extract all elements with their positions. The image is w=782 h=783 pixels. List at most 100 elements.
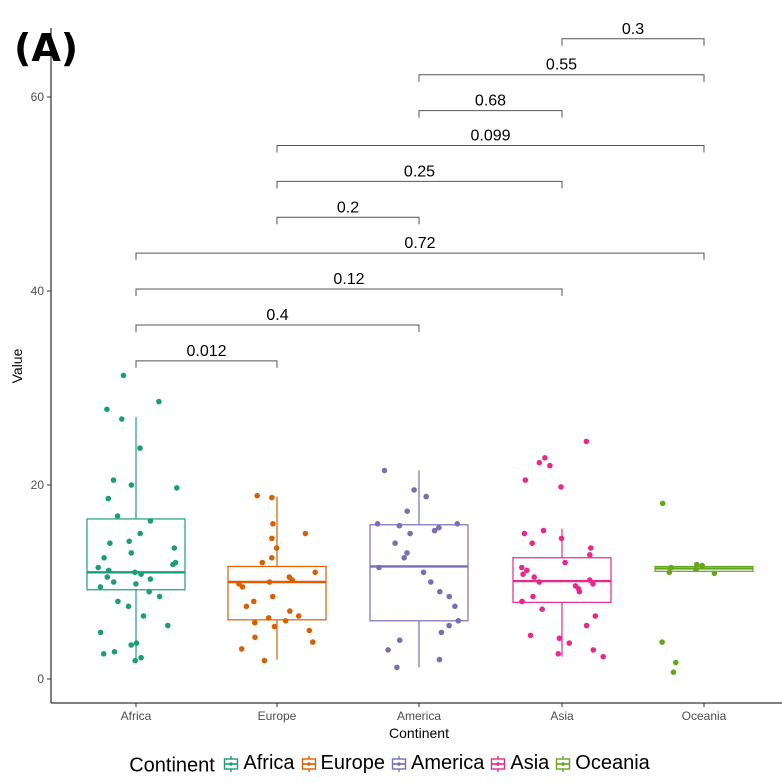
data-point <box>126 538 132 545</box>
data-point <box>147 576 154 582</box>
data-point <box>111 649 118 655</box>
data-point <box>590 581 596 587</box>
p-value-label: 0.72 <box>404 235 435 252</box>
legend: Continent Africa Europe America Asia Oceania <box>0 752 782 778</box>
data-point <box>128 642 134 648</box>
data-point <box>521 530 528 537</box>
data-point <box>694 561 700 568</box>
data-point <box>252 619 258 626</box>
data-point <box>376 564 382 571</box>
y-axis-title: Value <box>9 348 25 383</box>
data-point <box>137 445 143 451</box>
data-point <box>420 569 427 576</box>
data-point <box>110 579 117 585</box>
data-point <box>286 574 293 580</box>
data-point <box>259 559 266 566</box>
jitter-points <box>95 372 718 675</box>
data-point <box>547 462 553 469</box>
legend-key-icon <box>556 755 571 772</box>
data-point <box>273 545 280 551</box>
data-point <box>125 603 132 610</box>
data-point <box>282 618 289 624</box>
data-point <box>251 598 257 605</box>
y-ticks: 0 20 40 60 <box>31 90 51 686</box>
data-point <box>558 484 564 490</box>
data-point <box>536 459 543 466</box>
data-point <box>104 574 111 580</box>
data-point <box>590 647 597 653</box>
data-point <box>174 485 180 491</box>
comparison-bracket <box>135 324 420 332</box>
data-point <box>404 508 411 514</box>
data-point <box>137 530 143 537</box>
data-point <box>436 524 442 531</box>
legend-item-africa: Africa <box>223 752 295 775</box>
data-point <box>132 657 138 664</box>
data-point <box>394 664 400 671</box>
comparison-brackets: 0.012 0.4 0.12 0.72 0.2 0.25 0.099 0.68 0.55 0.3 <box>135 21 705 368</box>
legend-title: Continent <box>129 754 215 777</box>
data-point <box>437 588 443 595</box>
legend-item-america: America <box>391 752 484 775</box>
data-point <box>306 627 313 634</box>
data-point <box>668 564 674 571</box>
data-point <box>269 494 275 501</box>
box-africa <box>86 518 186 591</box>
x-axis-title: Continent <box>389 725 449 741</box>
x-ticks: Africa Europe America Asia Oceania <box>121 703 727 723</box>
legend-label: Europe <box>320 752 386 774</box>
panel-label: (A) <box>14 26 79 70</box>
data-point <box>670 669 677 675</box>
data-point <box>106 567 112 574</box>
data-point <box>396 637 403 643</box>
data-point <box>128 482 135 488</box>
data-point <box>119 416 125 422</box>
data-point <box>147 518 154 524</box>
p-value-label: 0.3 <box>622 21 644 38</box>
data-point <box>238 646 245 652</box>
data-point <box>140 613 147 619</box>
legend-label: America <box>411 752 485 774</box>
data-point <box>138 571 144 577</box>
data-point <box>540 527 547 534</box>
comparison-bracket <box>418 110 563 118</box>
data-point <box>310 639 316 645</box>
data-point <box>104 406 110 413</box>
box-europe <box>227 565 327 621</box>
data-point <box>555 651 562 657</box>
data-point <box>539 606 545 612</box>
legend-item-oceania: Oceania <box>555 752 650 775</box>
p-value-label: 0.4 <box>266 307 288 324</box>
data-point <box>107 540 113 546</box>
data-point <box>520 571 526 577</box>
axes <box>50 28 782 704</box>
data-point <box>171 545 178 551</box>
comparison-bracket <box>135 288 563 297</box>
data-point <box>659 639 665 645</box>
data-point <box>172 559 179 566</box>
data-point <box>566 640 573 646</box>
data-point <box>110 477 117 483</box>
data-point <box>374 521 381 527</box>
data-point <box>270 593 276 600</box>
data-point <box>527 632 534 639</box>
data-point <box>666 569 673 576</box>
data-point <box>295 613 302 619</box>
data-point <box>146 588 152 595</box>
data-point <box>592 613 599 619</box>
data-point <box>693 566 699 573</box>
data-point <box>266 579 273 585</box>
comparison-bracket <box>276 145 705 153</box>
data-point <box>128 550 135 556</box>
data-point <box>138 654 144 661</box>
data-point <box>381 467 388 474</box>
data-point <box>132 569 138 576</box>
legend-label: Africa <box>243 752 295 774</box>
data-point <box>133 581 139 587</box>
data-point <box>254 492 260 499</box>
y-tick-label: 20 <box>31 478 45 492</box>
data-point <box>455 618 462 624</box>
comparison-bracket <box>561 38 705 46</box>
data-point <box>519 564 525 571</box>
data-point <box>114 513 121 519</box>
